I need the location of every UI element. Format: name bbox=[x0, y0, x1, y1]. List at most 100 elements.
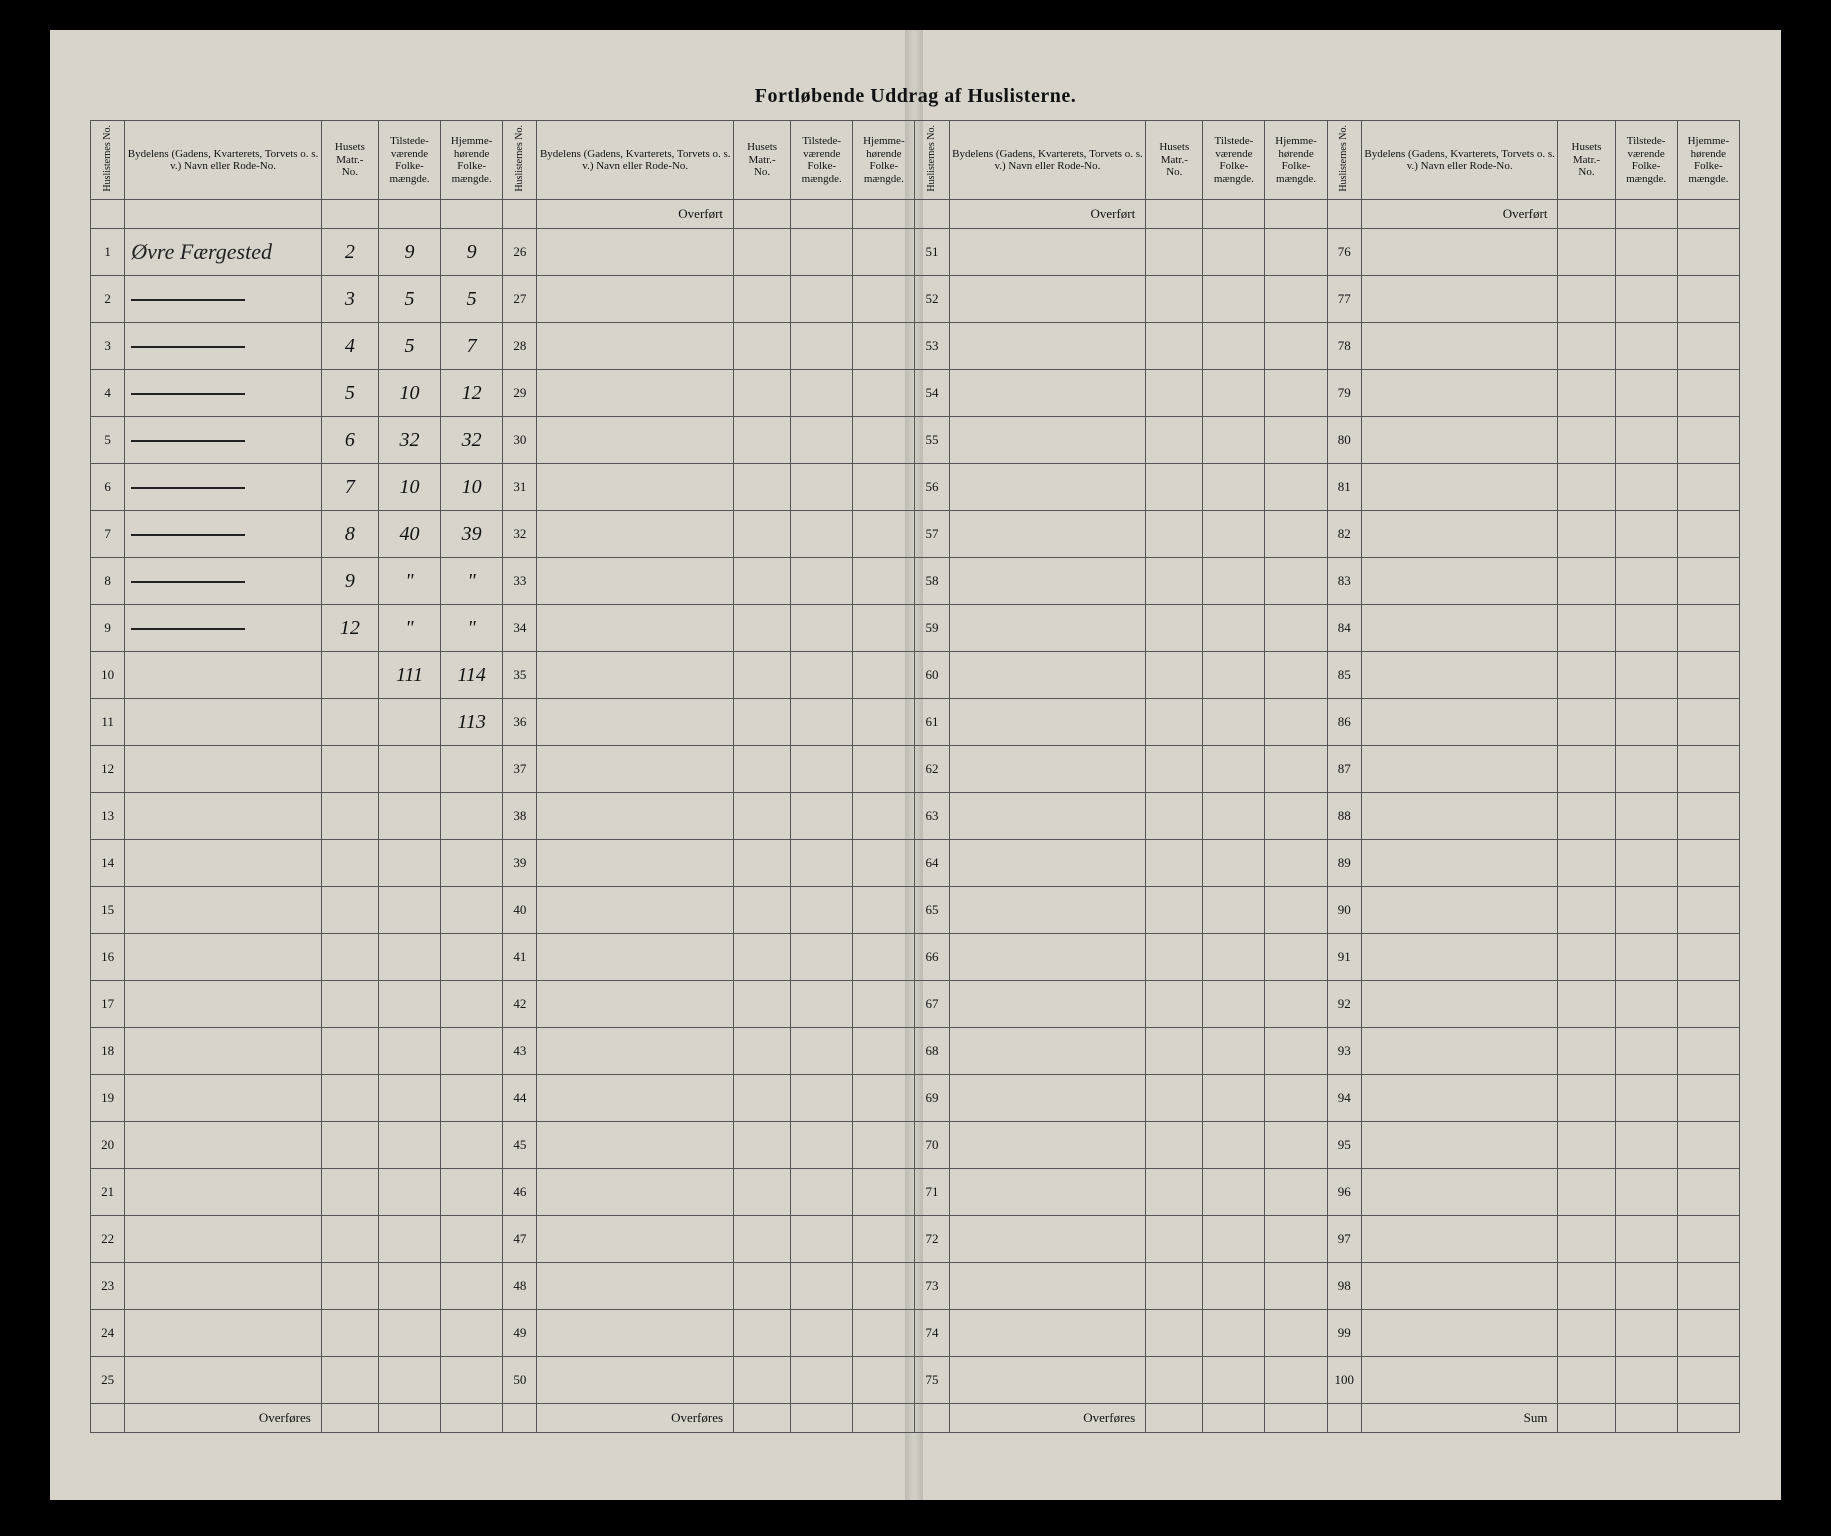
cell-matr-td bbox=[1146, 746, 1203, 793]
cell-matr-td bbox=[734, 1357, 791, 1404]
cell-matr-td bbox=[1146, 464, 1203, 511]
cell-bydel-td bbox=[949, 1169, 1146, 1216]
cell-bydel-td bbox=[537, 417, 734, 464]
cell-bydel-td bbox=[125, 1122, 322, 1169]
row-number: 50 bbox=[503, 1357, 537, 1404]
cell-hjem-td bbox=[1265, 1169, 1327, 1216]
cell-hjem-td bbox=[853, 511, 915, 558]
cell-matr-td bbox=[321, 1310, 378, 1357]
row-number: 78 bbox=[1327, 323, 1361, 370]
cell-matr-td bbox=[1558, 1075, 1615, 1122]
cell-bydel-td bbox=[125, 370, 322, 417]
cell-tilst: " bbox=[405, 617, 413, 639]
cell-matr-td bbox=[734, 323, 791, 370]
row-number: 17 bbox=[91, 981, 125, 1028]
cell-matr-td bbox=[1146, 1169, 1203, 1216]
cell-tilst: 5 bbox=[404, 288, 414, 310]
cell-bydel-td bbox=[125, 934, 322, 981]
cell-hjem-td bbox=[1265, 887, 1327, 934]
cell-hjem-td bbox=[853, 746, 915, 793]
header-tilstede: Tilstede-værendeFolke-mængde. bbox=[1615, 121, 1677, 200]
cell-tilst-td bbox=[1615, 511, 1677, 558]
row-number: 89 bbox=[1327, 840, 1361, 887]
cell-matr-td bbox=[1558, 1263, 1615, 1310]
cell-bydel-td bbox=[949, 793, 1146, 840]
table-row: 17 42 67 92 bbox=[91, 981, 1740, 1028]
cell-hjem-td bbox=[1265, 1357, 1327, 1404]
row-number: 41 bbox=[503, 934, 537, 981]
cell-tilst-td bbox=[1203, 1122, 1265, 1169]
row-number: 18 bbox=[91, 1028, 125, 1075]
cell-hjem-td bbox=[853, 934, 915, 981]
row-number: 11 bbox=[91, 699, 125, 746]
cell-bydel-td bbox=[537, 1310, 734, 1357]
cell-bydel-td bbox=[537, 652, 734, 699]
table-row: 10 111 114 35 60 85 bbox=[91, 652, 1740, 699]
cell-bydel-td bbox=[1361, 1169, 1558, 1216]
cell-matr-td bbox=[1558, 840, 1615, 887]
row-number: 32 bbox=[503, 511, 537, 558]
cell-bydel-td bbox=[125, 1216, 322, 1263]
cell-matr-td bbox=[1558, 464, 1615, 511]
cell-matr-td bbox=[1558, 1122, 1615, 1169]
cell-matr-td bbox=[1146, 981, 1203, 1028]
row-number: 76 bbox=[1327, 229, 1361, 276]
table-row: 21 46 71 96 bbox=[91, 1169, 1740, 1216]
cell-tilst-td bbox=[791, 323, 853, 370]
cell-hjem-td bbox=[1265, 1216, 1327, 1263]
row-number: 94 bbox=[1327, 1075, 1361, 1122]
row-number: 77 bbox=[1327, 276, 1361, 323]
cell-hjem-td: " bbox=[441, 605, 503, 652]
cell-tilst-td bbox=[378, 1169, 440, 1216]
cell-bydel-td bbox=[537, 1028, 734, 1075]
cell-tilst-td bbox=[791, 934, 853, 981]
cell-matr-td bbox=[734, 1216, 791, 1263]
cell-bydel-td bbox=[949, 981, 1146, 1028]
header-matr: HusetsMatr.-No. bbox=[1146, 121, 1203, 200]
cell-tilst-td bbox=[791, 746, 853, 793]
footer-label: Overføres bbox=[949, 1404, 1146, 1433]
cell-matr-td bbox=[1558, 887, 1615, 934]
cell-matr-td: 9 bbox=[321, 558, 378, 605]
cell-tilst-td bbox=[1203, 746, 1265, 793]
row-number: 95 bbox=[1327, 1122, 1361, 1169]
cell-tilst: 5 bbox=[404, 335, 414, 357]
cell-tilst: 111 bbox=[396, 664, 423, 686]
cell-bydel-td bbox=[1361, 887, 1558, 934]
cell-hjem-td bbox=[1677, 1122, 1739, 1169]
cell-matr-td bbox=[321, 1169, 378, 1216]
cell-matr-td bbox=[734, 464, 791, 511]
cell-matr-td bbox=[1558, 605, 1615, 652]
cell-bydel-td bbox=[125, 417, 322, 464]
cell-hjem: 12 bbox=[462, 382, 482, 404]
row-number: 61 bbox=[915, 699, 949, 746]
cell-tilst-td bbox=[791, 1263, 853, 1310]
cell-hjem-td bbox=[853, 1216, 915, 1263]
row-number: 98 bbox=[1327, 1263, 1361, 1310]
cell-bydel-td bbox=[537, 1357, 734, 1404]
cell-tilst-td bbox=[1615, 276, 1677, 323]
row-number: 46 bbox=[503, 1169, 537, 1216]
table-row: 15 40 65 90 bbox=[91, 887, 1740, 934]
cell-hjem-td bbox=[853, 1169, 915, 1216]
cell-hjem-td bbox=[1265, 652, 1327, 699]
cell-bydel-td bbox=[537, 229, 734, 276]
table-row: 25 50 75 100 bbox=[91, 1357, 1740, 1404]
row-number: 29 bbox=[503, 370, 537, 417]
header-hjemme: Hjemme-hørendeFolke-mængde. bbox=[441, 121, 503, 200]
cell-tilst-td bbox=[1615, 464, 1677, 511]
cell-tilst-td bbox=[378, 746, 440, 793]
cell-hjem-td bbox=[1265, 276, 1327, 323]
cell-matr-td: 12 bbox=[321, 605, 378, 652]
cell-matr-td bbox=[1146, 699, 1203, 746]
row-number: 63 bbox=[915, 793, 949, 840]
cell-matr-td bbox=[1558, 699, 1615, 746]
cell-tilst-td bbox=[378, 1028, 440, 1075]
cell-hjem-td bbox=[1265, 699, 1327, 746]
cell-tilst-td: " bbox=[378, 605, 440, 652]
cell-tilst-td bbox=[791, 1310, 853, 1357]
cell-hjem-td: 113 bbox=[441, 699, 503, 746]
cell-tilst-td: 10 bbox=[378, 370, 440, 417]
cell-matr-td bbox=[1558, 511, 1615, 558]
cell-matr-td bbox=[1558, 1357, 1615, 1404]
